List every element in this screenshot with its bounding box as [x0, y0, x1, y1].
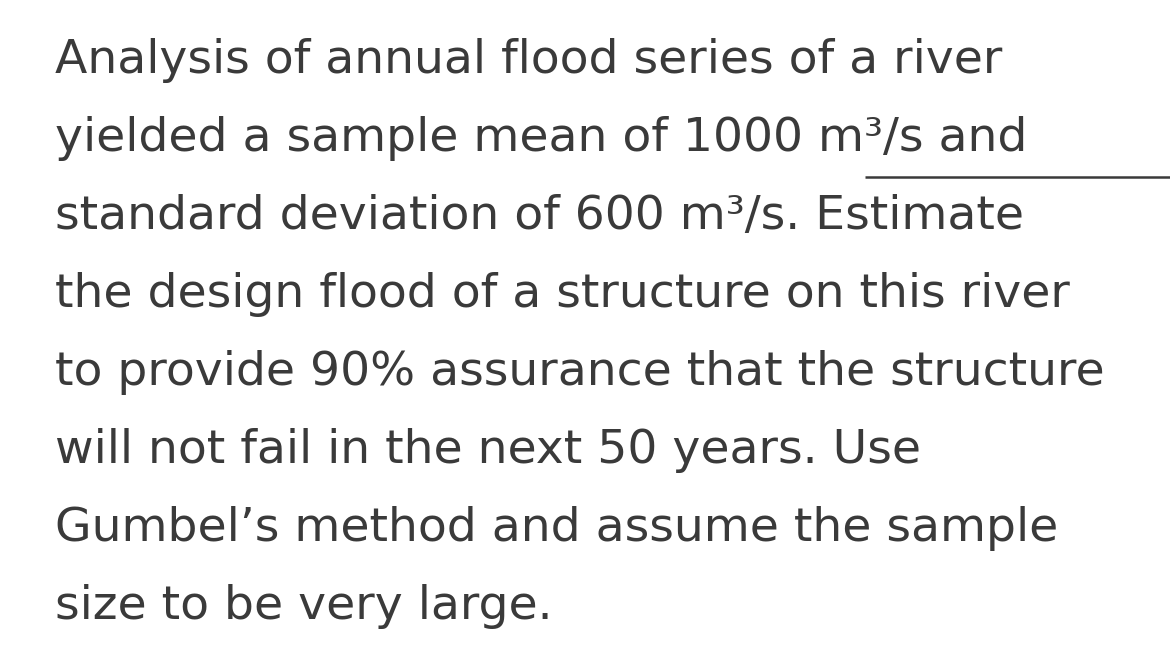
Text: size to be very large.: size to be very large. — [55, 584, 552, 629]
Text: standard deviation of 600 m³/s. Estimate: standard deviation of 600 m³/s. Estimate — [55, 194, 1024, 239]
Text: yielded a sample mean of: yielded a sample mean of — [55, 116, 683, 161]
Text: 1000 m³/s: 1000 m³/s — [865, 116, 1106, 161]
Text: will not fail in the next 50 years. Use: will not fail in the next 50 years. Use — [55, 428, 921, 473]
Text: to provide 90% assurance that the structure: to provide 90% assurance that the struct… — [55, 350, 1104, 395]
Text: yielded a sample mean of 1000 m³/s and: yielded a sample mean of 1000 m³/s and — [55, 116, 1027, 161]
Text: Gumbel’s method and assume the sample: Gumbel’s method and assume the sample — [55, 506, 1058, 551]
Text: the design flood of a structure on this river: the design flood of a structure on this … — [55, 272, 1069, 317]
Text: Analysis of annual flood series of a river: Analysis of annual flood series of a riv… — [55, 38, 1003, 83]
